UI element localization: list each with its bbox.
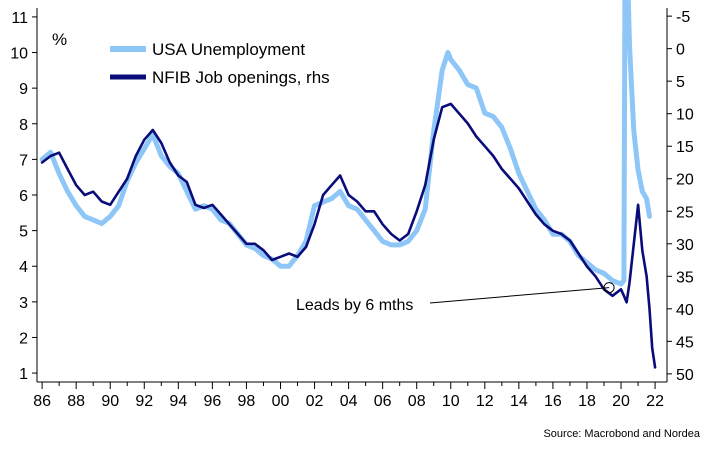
x-tick-label: 20 bbox=[612, 393, 630, 410]
y-left-tick-label: 7 bbox=[19, 152, 28, 169]
series-layer bbox=[39, 0, 657, 369]
x-tick-label: 12 bbox=[476, 393, 494, 410]
unit-label: % bbox=[52, 30, 67, 49]
x-tick-label: 22 bbox=[646, 393, 664, 410]
y-right-tick-label: 30 bbox=[676, 237, 694, 254]
y-left-tick-label: 6 bbox=[19, 188, 28, 205]
x-tick-label: 08 bbox=[408, 393, 426, 410]
y-left-tick-label: 8 bbox=[19, 117, 28, 134]
y-right-tick-label: 20 bbox=[676, 172, 694, 189]
x-tick-label: 18 bbox=[578, 393, 596, 410]
y-left-tick-label: 1 bbox=[19, 366, 28, 383]
legend-label-unemployment: USA Unemployment bbox=[152, 40, 305, 59]
y-right-tick-label: 50 bbox=[676, 367, 694, 384]
y-right-tick-label: 40 bbox=[676, 302, 694, 319]
y-right-tick-label: 25 bbox=[676, 204, 694, 221]
y-right-tick-label: 10 bbox=[676, 107, 694, 124]
x-tick-label: 94 bbox=[169, 393, 187, 410]
x-tick-label: 86 bbox=[33, 393, 51, 410]
x-tick-label: 98 bbox=[238, 393, 256, 410]
y-left-tick-label: 4 bbox=[19, 259, 28, 276]
x-tick-label: 92 bbox=[135, 393, 153, 410]
x-tick-label: 90 bbox=[101, 393, 119, 410]
annotation-leader bbox=[429, 287, 610, 304]
x-tick-label: 14 bbox=[510, 393, 528, 410]
x-tick-label: 96 bbox=[203, 393, 221, 410]
series-line-nfib-job-openings bbox=[40, 102, 657, 369]
x-tick-label: 02 bbox=[306, 393, 324, 410]
annotation-label: Leads by 6 mths bbox=[296, 297, 413, 314]
source-note: Source: Macrobond and Nordea bbox=[543, 428, 700, 440]
x-tick-label: 16 bbox=[544, 393, 562, 410]
series-line-usa-unemployment bbox=[39, 0, 652, 287]
legend-label-nfib: NFIB Job openings, rhs bbox=[152, 68, 330, 87]
label-layer: % USA Unemployment NFIB Job openings, rh… bbox=[52, 30, 701, 440]
y-left-tick-label: 10 bbox=[10, 46, 28, 63]
y-left-tick-label: 3 bbox=[19, 295, 28, 312]
y-right-tick-label: 35 bbox=[676, 269, 694, 286]
y-left-tick-label: 11 bbox=[11, 10, 28, 27]
x-tick-label: 10 bbox=[442, 393, 460, 410]
y-left-tick-label: 9 bbox=[19, 81, 28, 98]
x-tick-label: 04 bbox=[340, 393, 358, 410]
y-right-tick-label: 15 bbox=[676, 139, 694, 156]
y-left-tick-label: 5 bbox=[19, 224, 28, 241]
y-right-tick-label: 0 bbox=[676, 42, 685, 59]
annotation-marker bbox=[603, 282, 615, 294]
y-right-tick-label: 45 bbox=[676, 334, 694, 351]
y-right-tick-label: 5 bbox=[676, 74, 685, 91]
y-right-tick-label: -5 bbox=[676, 9, 690, 26]
x-tick-label: 00 bbox=[272, 393, 290, 410]
x-tick-label: 06 bbox=[374, 393, 392, 410]
x-tick-label: 88 bbox=[67, 393, 85, 410]
y-left-tick-label: 2 bbox=[19, 330, 28, 347]
